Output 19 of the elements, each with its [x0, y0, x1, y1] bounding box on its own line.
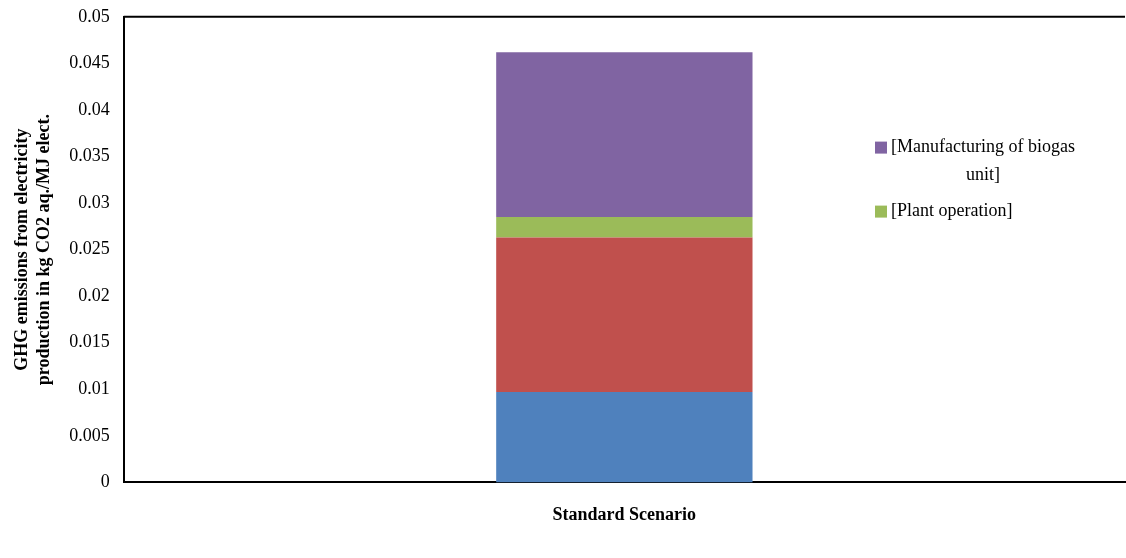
- y-tick-label: 0.04: [78, 98, 110, 119]
- y-tick-label: 0.02: [78, 284, 110, 305]
- bar: [496, 217, 753, 238]
- y-tick-label: 0: [100, 471, 110, 492]
- bar: [496, 392, 753, 483]
- x-tick-label: Standard Scenario: [552, 503, 697, 524]
- legend-label: [Plant operation]: [891, 200, 1013, 221]
- y-tick-label: 0.025: [69, 238, 110, 259]
- y-tick-label: 0.05: [78, 5, 110, 26]
- y-tick-label: 0.03: [78, 191, 110, 212]
- legend-label: [Manufacturing of biogas unit]: [891, 136, 1075, 185]
- bar: [496, 237, 753, 393]
- y-tick-label: 0.01: [78, 378, 110, 399]
- y-tick-label: 0.005: [69, 424, 110, 445]
- y-tick-label: 0.035: [69, 145, 110, 166]
- y-tick-label: 0.015: [69, 331, 110, 352]
- bar: [496, 52, 753, 218]
- y-axis-title: GHG emissions from electricity production in kg CO2 aq./MJ elect.: [11, 114, 54, 386]
- y-tick-label: 0.045: [69, 52, 110, 73]
